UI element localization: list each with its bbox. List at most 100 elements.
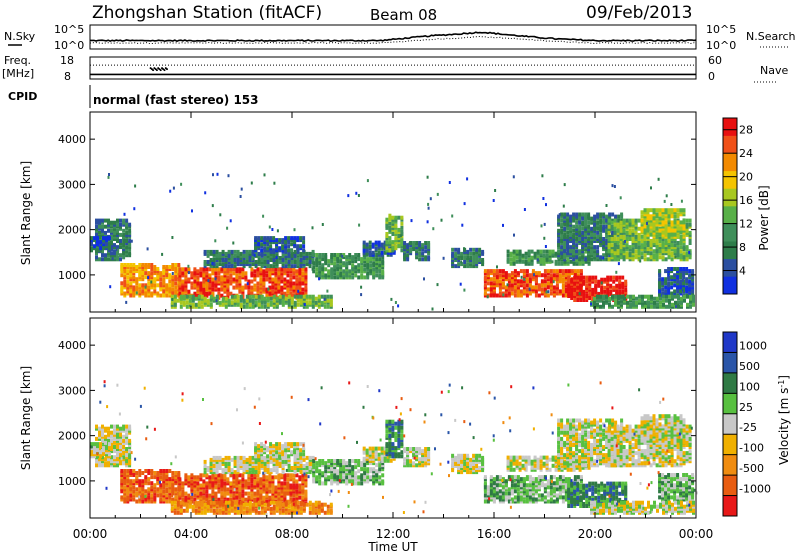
power-cell bbox=[522, 283, 526, 288]
power-cell bbox=[196, 275, 200, 280]
velocity-cell bbox=[242, 455, 246, 460]
velocity-cell bbox=[248, 462, 252, 466]
power-cell bbox=[119, 239, 122, 243]
velocity-cell bbox=[245, 462, 249, 466]
power-cell bbox=[377, 240, 381, 245]
power-cell bbox=[229, 219, 232, 223]
power-cell bbox=[658, 228, 662, 233]
power-cell bbox=[200, 304, 204, 309]
power-cell bbox=[543, 269, 547, 274]
power-cell bbox=[165, 265, 169, 269]
power-cell bbox=[681, 278, 684, 282]
power-cell bbox=[506, 257, 510, 262]
velocity-cell bbox=[120, 475, 124, 480]
power-cell bbox=[308, 260, 312, 264]
power-cell bbox=[609, 275, 613, 280]
power-cell bbox=[265, 273, 269, 278]
velocity-cell bbox=[244, 479, 248, 484]
power-cell bbox=[292, 281, 296, 286]
power-cell bbox=[141, 269, 145, 274]
power-cell bbox=[339, 273, 343, 278]
power-cell bbox=[354, 255, 358, 260]
power-cell bbox=[650, 304, 653, 309]
power-cell bbox=[618, 289, 622, 294]
power-cell bbox=[463, 247, 465, 251]
velocity-cell bbox=[178, 479, 182, 484]
power-cell bbox=[520, 275, 523, 279]
power-cell bbox=[178, 283, 182, 288]
power-cell bbox=[613, 230, 617, 235]
power-cell bbox=[614, 253, 618, 258]
velocity-cell bbox=[119, 449, 122, 454]
power-cell bbox=[655, 208, 659, 213]
power-cell bbox=[548, 253, 552, 258]
power-cell bbox=[519, 289, 523, 294]
velocity-cell bbox=[257, 462, 261, 466]
velocity-cell bbox=[190, 495, 194, 500]
power-cell bbox=[593, 237, 597, 241]
power-cell bbox=[507, 279, 511, 284]
power-cell bbox=[128, 239, 132, 243]
power-cell bbox=[226, 295, 230, 300]
power-cell bbox=[208, 267, 212, 272]
power-cell bbox=[537, 283, 541, 288]
power-cell bbox=[375, 267, 379, 272]
power-cell bbox=[323, 297, 326, 301]
power-cell bbox=[339, 255, 343, 260]
power-cell bbox=[298, 273, 302, 278]
power-cell bbox=[303, 303, 306, 307]
power-cell bbox=[622, 237, 626, 241]
power-cell bbox=[498, 269, 502, 274]
power-cell bbox=[507, 285, 511, 290]
power-cell bbox=[540, 279, 544, 284]
power-cell bbox=[132, 269, 136, 274]
power-cell bbox=[144, 291, 148, 296]
power-cell bbox=[184, 277, 188, 282]
power-cell bbox=[283, 267, 287, 272]
power-cell bbox=[253, 287, 257, 292]
freq-tick-top: 18 bbox=[60, 54, 74, 67]
velocity-cell bbox=[247, 473, 251, 478]
velocity-cell bbox=[150, 485, 154, 490]
power-cell bbox=[569, 255, 573, 260]
power-cell bbox=[235, 267, 239, 272]
power-cell bbox=[643, 220, 647, 225]
power-cell bbox=[138, 263, 142, 267]
velocity-cell bbox=[102, 448, 105, 453]
velocity-cell bbox=[156, 493, 160, 498]
freq-blip-mark bbox=[155, 69, 158, 72]
power-cell bbox=[254, 300, 258, 305]
velocity-cell bbox=[107, 461, 110, 466]
power-cell bbox=[587, 249, 591, 254]
power-cell bbox=[596, 294, 599, 299]
power-cell bbox=[229, 267, 233, 272]
power-cell bbox=[312, 261, 316, 266]
power-cell bbox=[230, 300, 234, 305]
power-cell bbox=[534, 273, 538, 278]
power-cell bbox=[284, 248, 288, 253]
power-cell bbox=[119, 257, 122, 262]
power-cell bbox=[621, 281, 625, 286]
power-cell bbox=[522, 273, 526, 278]
velocity-cell bbox=[159, 469, 163, 473]
power-cell bbox=[631, 220, 635, 225]
power-cell bbox=[418, 253, 422, 258]
velocity-cell bbox=[247, 495, 251, 500]
velocity-cell bbox=[190, 489, 194, 494]
power-cell bbox=[599, 294, 602, 299]
power-cell bbox=[602, 256, 605, 260]
power-cell bbox=[365, 250, 369, 255]
power-cell bbox=[238, 279, 242, 284]
power-cell bbox=[664, 285, 668, 290]
velocity-cell bbox=[292, 483, 296, 488]
power-cell bbox=[281, 262, 285, 267]
power-cell bbox=[314, 296, 318, 301]
power-cell bbox=[591, 275, 595, 280]
power-cell bbox=[512, 249, 516, 254]
power-cell bbox=[308, 300, 312, 305]
power-cell bbox=[241, 271, 245, 276]
power-cell bbox=[284, 256, 288, 260]
power-cell bbox=[664, 277, 668, 282]
velocity-cell bbox=[122, 426, 126, 431]
